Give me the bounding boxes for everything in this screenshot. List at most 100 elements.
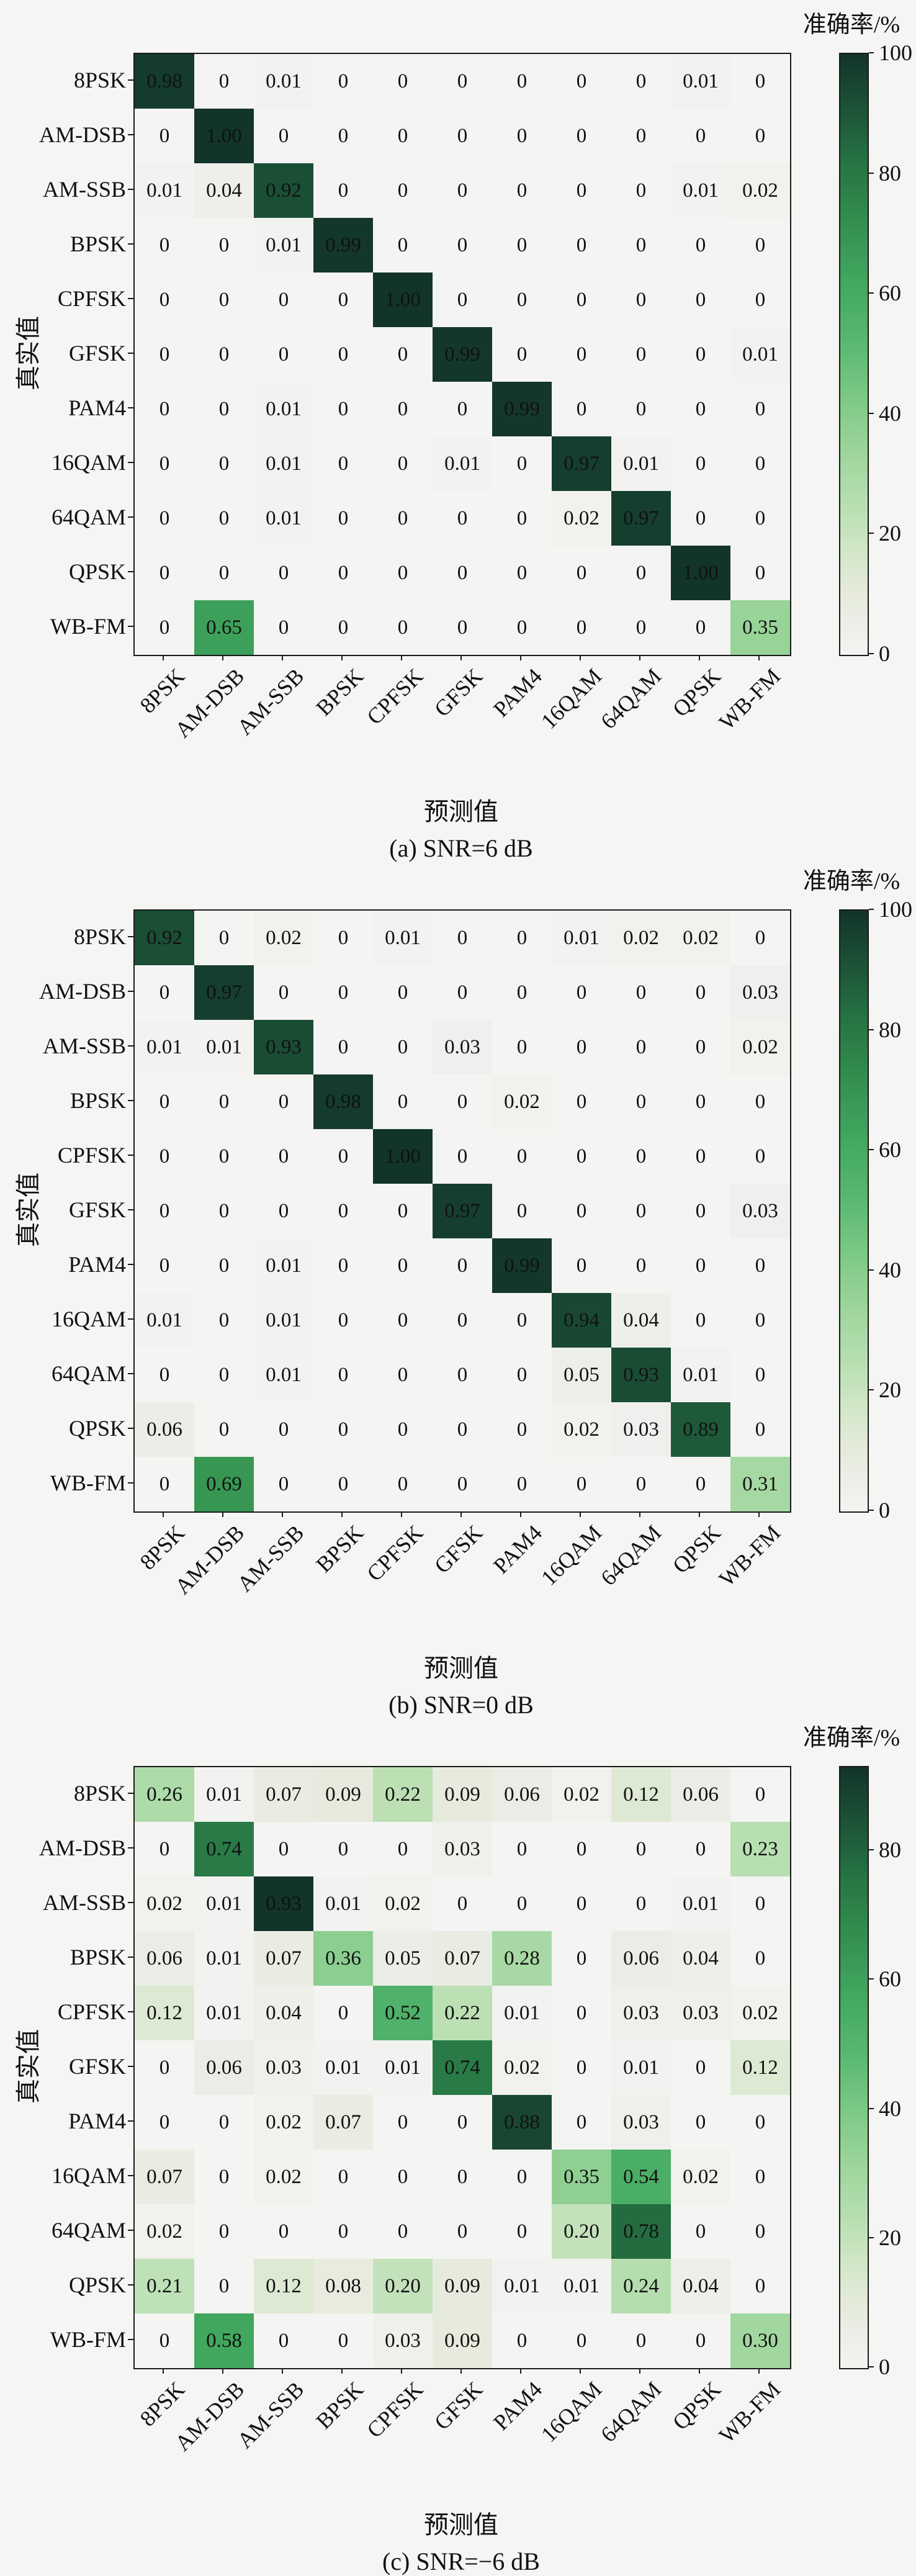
matrix-cell: 0.94 [552, 1293, 611, 1348]
matrix-cell: 0 [194, 546, 254, 600]
matrix-cell: 0 [492, 1348, 552, 1402]
matrix-cell: 0 [313, 1293, 373, 1348]
matrix-cell: 0 [552, 2040, 611, 2095]
colorbar-tick-mark [869, 533, 874, 534]
matrix-cell: 0 [730, 1293, 790, 1348]
matrix-cell: 0 [194, 436, 254, 491]
matrix-cell: 0.52 [373, 1986, 433, 2040]
matrix-cell: 0.12 [135, 1986, 194, 2040]
matrix-cell: 0.02 [730, 1020, 790, 1074]
matrix-cell: 0.21 [135, 2259, 194, 2313]
matrix-cell: 0.36 [313, 1931, 373, 1986]
matrix-cell: 0.58 [194, 2313, 254, 2368]
colorbar-tick-mark [869, 653, 874, 654]
matrix-cell: 0 [313, 1986, 373, 2040]
matrix-cell: 0.01 [135, 163, 194, 218]
matrix-cell: 0.99 [492, 382, 552, 436]
matrix-cell: 0 [433, 965, 492, 1020]
matrix-cell: 0 [730, 1876, 790, 1931]
matrix-cell: 0 [254, 546, 313, 600]
colorbar-tick-mark [869, 909, 874, 910]
matrix-cell: 0 [492, 965, 552, 1020]
colorbar [839, 1766, 869, 2369]
heatmap-plot: 0.98 0 0.01 0 0 0 0 0 0 0.01 0 0 1.00 0 0 0 0 0 0 0 0 0 0.01 0.… [133, 53, 791, 656]
colorbar-tick-label: 60 [879, 1966, 901, 1992]
colorbar-tick-mark [869, 172, 874, 174]
matrix-cell: 0 [730, 2259, 790, 2313]
matrix-cell: 0 [730, 1074, 790, 1129]
matrix-cell: 0 [373, 1822, 433, 1876]
matrix-cell: 0.01 [433, 436, 492, 491]
matrix-cell: 0.12 [611, 1767, 671, 1822]
matrix-cell: 0 [373, 2095, 433, 2150]
matrix-cell: 0.20 [373, 2259, 433, 2313]
colorbar-tick-mark [869, 2107, 874, 2109]
matrix-cell: 0 [492, 1822, 552, 1876]
matrix-cell: 0.07 [254, 1767, 313, 1822]
matrix-cell: 0 [552, 163, 611, 218]
matrix-cell: 0 [611, 2313, 671, 2368]
matrix-cell: 0.04 [671, 1931, 730, 1986]
matrix-cell: 0.01 [194, 1020, 254, 1074]
matrix-cell: 0 [492, 218, 552, 272]
matrix-cell: 0 [254, 327, 313, 382]
y-tick-mark [128, 79, 133, 81]
matrix-cell: 0.02 [135, 2204, 194, 2259]
matrix-cell: 0.22 [433, 1986, 492, 2040]
matrix-cell: 0 [671, 1457, 730, 1511]
matrix-cell: 0 [552, 54, 611, 109]
matrix-cell: 0 [433, 600, 492, 655]
matrix-cell: 0 [373, 382, 433, 436]
matrix-cell: 0.02 [671, 911, 730, 965]
matrix-cell: 0 [373, 1402, 433, 1457]
x-tick-label: AM-SSB [232, 1520, 309, 1597]
colorbar-tick-label: 80 [879, 160, 901, 186]
matrix-cell: 0 [730, 1348, 790, 1402]
matrix-cell: 0 [194, 54, 254, 109]
x-tick-label: 64QAM [596, 2377, 667, 2448]
matrix-cell: 0 [611, 1074, 671, 1129]
matrix-cell: 0 [135, 1238, 194, 1293]
matrix-cell: 0.05 [373, 1931, 433, 1986]
matrix-cell: 0.04 [671, 2259, 730, 2313]
matrix-cell: 0 [433, 2150, 492, 2204]
colorbar-tick-mark [869, 412, 874, 414]
y-tick-mark [128, 2175, 133, 2176]
y-tick-mark [128, 1155, 133, 1156]
matrix-cell: 0.06 [492, 1767, 552, 1822]
matrix-cell: 0.06 [135, 1402, 194, 1457]
x-tick-mark [520, 2368, 521, 2374]
matrix-cell: 0 [611, 163, 671, 218]
matrix-cell: 0.09 [313, 1767, 373, 1822]
matrix-cell: 0 [373, 218, 433, 272]
matrix-cell: 0 [433, 1129, 492, 1184]
matrix-cell: 0.01 [254, 491, 313, 546]
matrix-cell: 0 [671, 1822, 730, 1876]
matrix-cell: 0 [492, 2204, 552, 2259]
matrix-cell: 0 [492, 600, 552, 655]
matrix-cell: 0 [313, 1348, 373, 1402]
x-tick-label: QPSK [667, 1520, 726, 1578]
matrix-cell: 0 [373, 1074, 433, 1129]
matrix-cell: 0.99 [433, 327, 492, 382]
matrix-cell: 0 [492, 2313, 552, 2368]
x-tick-mark [580, 1511, 581, 1517]
matrix-cell: 0.97 [611, 491, 671, 546]
y-tick-mark [128, 2230, 133, 2231]
matrix-cell: 0.03 [433, 1020, 492, 1074]
matrix-cell: 0.02 [671, 2150, 730, 2204]
y-axis-title: 真实值 [14, 316, 42, 390]
matrix-cell: 0 [552, 546, 611, 600]
matrix-cell: 0.93 [254, 1876, 313, 1931]
matrix-cell: 0 [313, 1184, 373, 1238]
matrix-cell: 0 [730, 2095, 790, 2150]
matrix-cell: 0.01 [194, 1876, 254, 1931]
matrix-cell: 0 [552, 1020, 611, 1074]
matrix-cell: 0 [373, 1020, 433, 1074]
y-tick-label: AM-SSB [42, 177, 126, 202]
y-axis-title: 真实值 [14, 2029, 42, 2104]
matrix-cell: 0 [552, 600, 611, 655]
matrix-cell: 0 [313, 965, 373, 1020]
matrix-cell: 0.01 [254, 1348, 313, 1402]
matrix-cell: 0 [313, 54, 373, 109]
